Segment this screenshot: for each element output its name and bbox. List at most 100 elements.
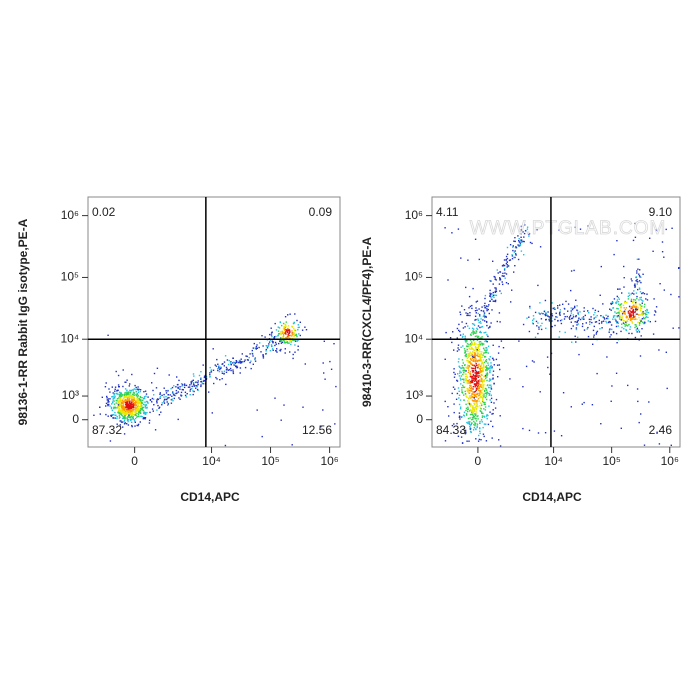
event-dot [483, 349, 486, 351]
event-dot [646, 313, 648, 316]
event-dot [135, 400, 137, 402]
event-dot [267, 344, 270, 347]
event-dot [224, 444, 227, 447]
event-dot [474, 342, 476, 344]
event-dot [473, 394, 476, 397]
event-dot [458, 397, 460, 399]
event-dot [628, 324, 630, 326]
event-dot [134, 413, 137, 416]
event-dot [494, 276, 496, 278]
event-dot [486, 384, 489, 387]
event-dot [594, 309, 597, 311]
event-dot [492, 370, 495, 372]
event-dot [587, 326, 589, 329]
event-dot [281, 324, 283, 327]
event-dot [465, 355, 467, 358]
event-dot [284, 348, 286, 350]
event-dot [519, 230, 521, 232]
event-dot [522, 240, 524, 243]
event-dot [109, 391, 111, 393]
event-dot [575, 315, 577, 318]
event-dot [637, 400, 639, 403]
event-dot [492, 412, 494, 415]
event-dot [121, 414, 123, 416]
event-dot [463, 371, 465, 374]
event-dot [579, 311, 581, 313]
event-dot [469, 354, 471, 356]
event-dot [123, 409, 126, 412]
event-dot [483, 423, 486, 425]
event-dot [143, 396, 146, 398]
event-dot [534, 336, 537, 338]
event-dot [616, 315, 619, 317]
event-dot [125, 404, 127, 406]
event-dot [484, 294, 487, 297]
event-dot [474, 372, 476, 374]
event-dot [491, 366, 493, 368]
event-dot [475, 393, 478, 395]
event-dot [478, 383, 481, 385]
event-dot [489, 356, 491, 358]
event-dot [124, 398, 126, 401]
event-dot [638, 324, 641, 326]
event-dot [193, 384, 195, 386]
event-dot [486, 414, 488, 416]
event-dot [487, 368, 489, 370]
event-dot [529, 241, 532, 244]
event-dot [467, 387, 469, 390]
event-dot [493, 275, 495, 278]
event-dot [156, 399, 158, 401]
event-dot [475, 301, 477, 303]
event-dot [181, 385, 183, 387]
event-dot [297, 345, 299, 347]
event-dot [132, 389, 134, 391]
event-dot [479, 320, 482, 323]
event-dot [458, 358, 460, 360]
event-dot [130, 394, 133, 397]
event-dot [472, 373, 475, 376]
event-dot [587, 225, 589, 227]
event-dot [639, 308, 642, 310]
event-dot [221, 378, 223, 380]
event-dot [453, 371, 455, 374]
event-dot [548, 320, 551, 322]
event-dot [512, 246, 514, 248]
event-dot [487, 335, 489, 338]
event-dot [322, 362, 324, 364]
event-dot [482, 412, 484, 415]
event-dot [612, 316, 615, 318]
event-dot [160, 411, 162, 413]
event-dot [246, 359, 249, 361]
event-dot [636, 388, 639, 390]
event-dot [235, 365, 237, 367]
event-dot [462, 327, 465, 329]
event-dot [634, 299, 637, 301]
event-dot [202, 364, 204, 366]
event-dot [477, 346, 480, 348]
event-dot [473, 354, 475, 357]
event-dot [486, 374, 488, 376]
event-dot [471, 410, 474, 412]
event-dot [278, 333, 280, 335]
event-dot [464, 376, 467, 378]
event-dot [486, 372, 488, 374]
event-dot [481, 325, 484, 328]
event-dot [540, 328, 543, 331]
event-dot [184, 391, 187, 393]
event-dot [635, 309, 637, 311]
event-dot [579, 228, 582, 230]
event-dot [478, 345, 481, 347]
event-dot [463, 367, 465, 369]
event-dot [136, 412, 138, 415]
event-dot [225, 366, 228, 369]
event-dot [480, 309, 482, 312]
event-dot [197, 382, 199, 384]
event-dot [122, 415, 124, 417]
event-dot [640, 320, 642, 322]
event-dot [128, 398, 130, 401]
event-dot [644, 303, 646, 306]
event-dot [533, 361, 535, 363]
event-dot [473, 397, 475, 399]
event-dot [480, 403, 483, 405]
event-dot [548, 316, 550, 318]
